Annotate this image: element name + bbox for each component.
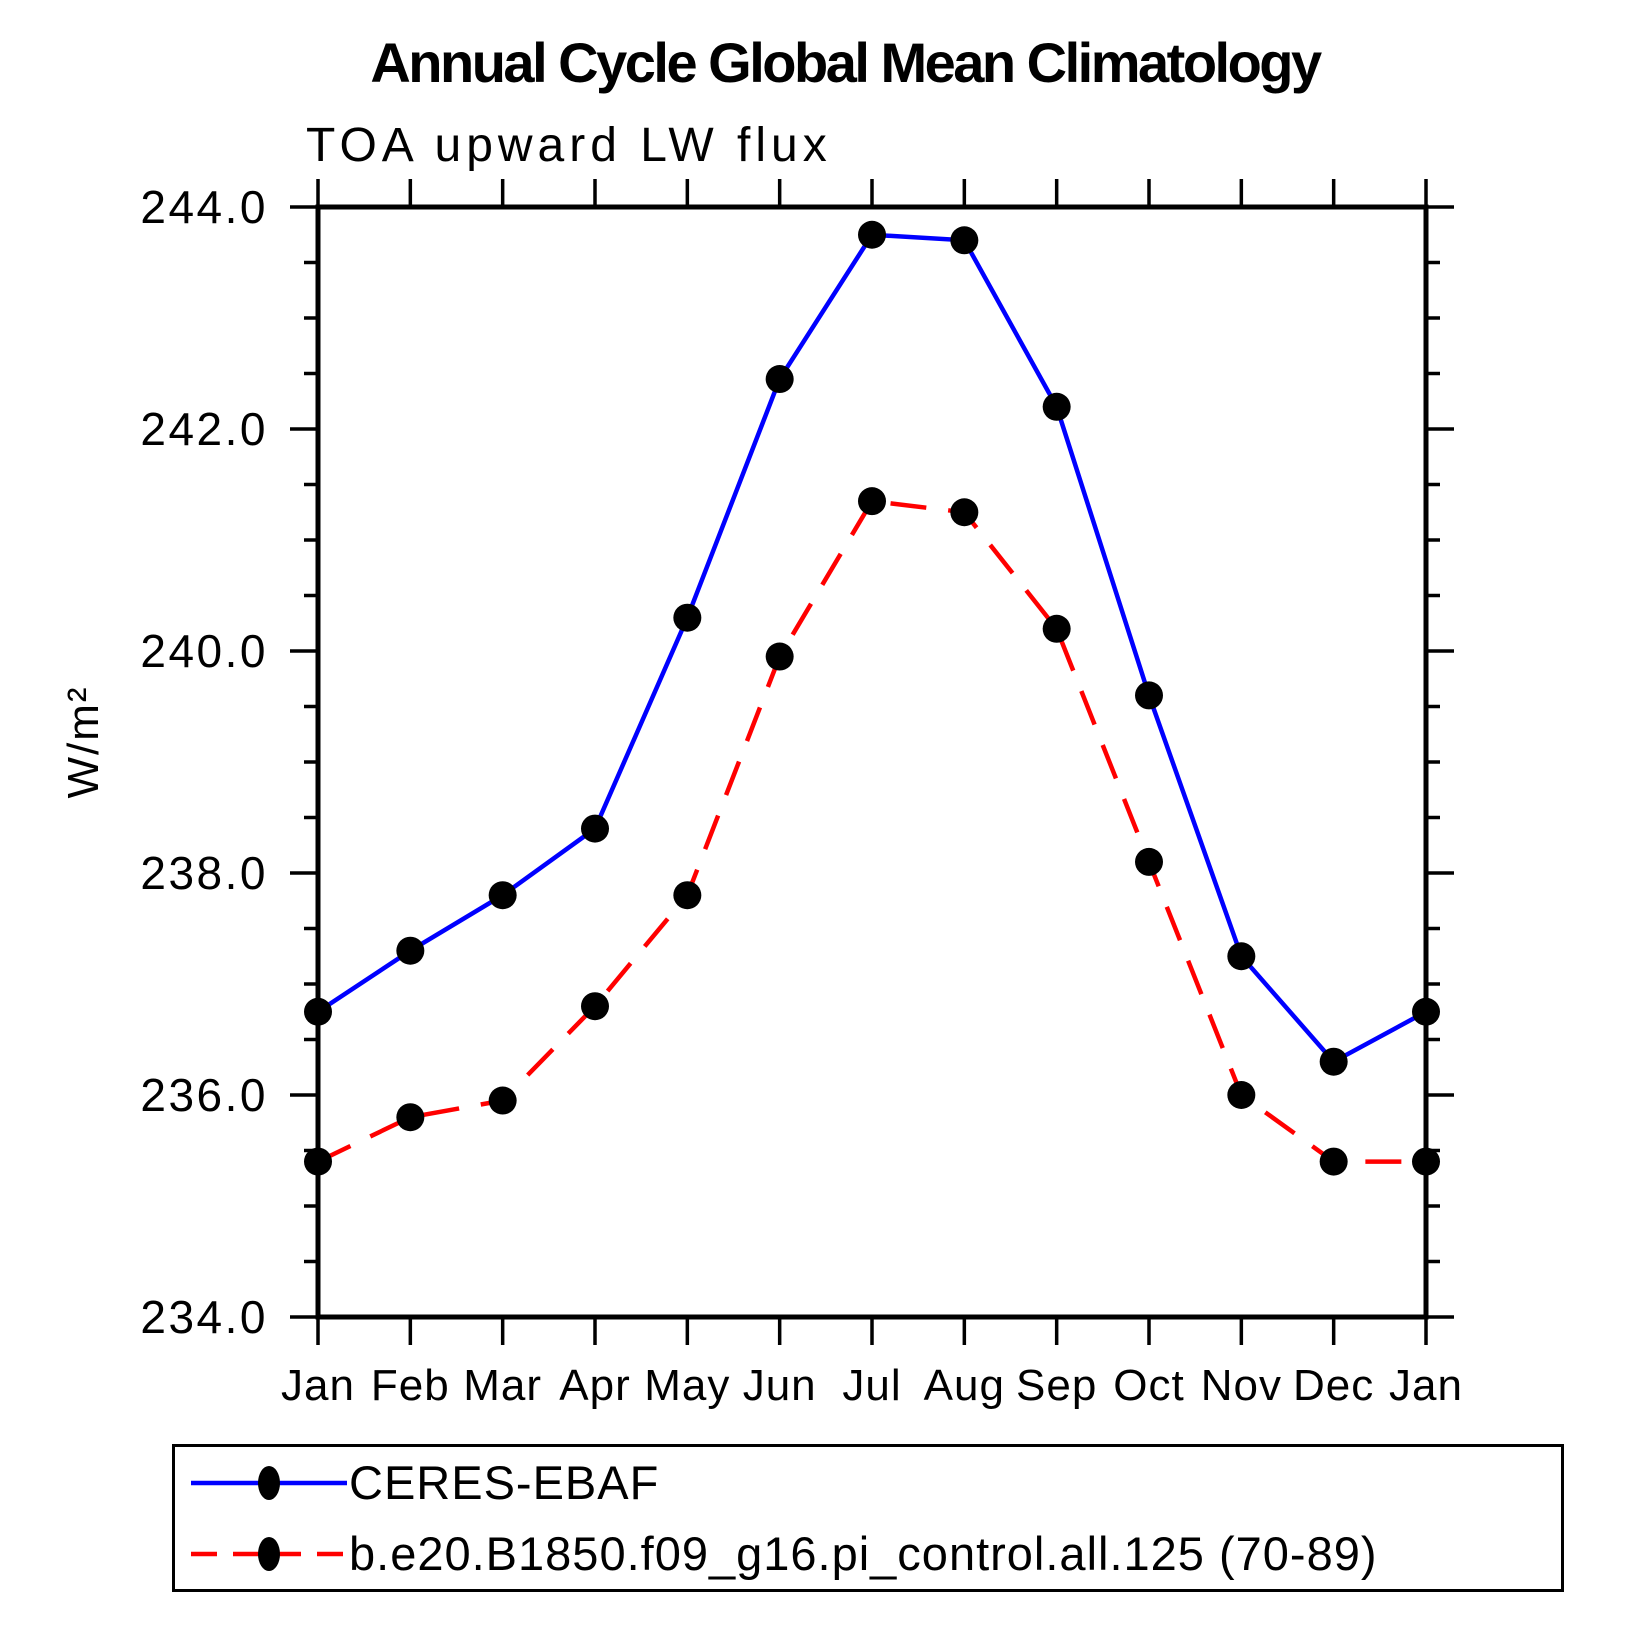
data-point (1227, 1081, 1256, 1109)
series-markers-0 (304, 220, 1440, 1076)
series-line-1 (317, 498, 1426, 1164)
month-label: Aug (924, 1361, 1005, 1410)
month-label: Feb (371, 1361, 450, 1410)
data-point (488, 1086, 517, 1115)
data-point (765, 365, 794, 394)
y-tick-label: 238.0 (140, 847, 268, 899)
plot-border (315, 204, 1429, 1320)
y-tick-label: 236.0 (140, 1069, 268, 1121)
data-point (1319, 1147, 1348, 1176)
chart-title: Annual Cycle Global Mean Climatology (370, 31, 1322, 94)
legend-item: CERES-EBAF (175, 1447, 1561, 1518)
series-line-0 (316, 232, 1428, 1065)
month-label: Jun (743, 1361, 817, 1410)
data-point (1135, 847, 1163, 876)
data-point (765, 642, 794, 671)
month-label: Jan (281, 1361, 355, 1410)
chart-subtitle: TOA upward LW flux (306, 119, 832, 172)
month-label: Oct (1113, 1361, 1184, 1410)
data-point (1227, 942, 1256, 971)
y-tick-label: 234.0 (140, 1291, 268, 1343)
month-label: Nov (1201, 1361, 1282, 1410)
legend-item: b.e20.B1850.f09_g16.pi_control.all.125 (… (175, 1518, 1561, 1589)
month-label: Jul (842, 1361, 901, 1410)
data-point (1319, 1047, 1348, 1076)
data-point (950, 226, 979, 255)
month-label: Mar (463, 1361, 542, 1410)
y-tick-label: 244.0 (140, 181, 268, 233)
y-axis-ticks: 234.0 236.0 238.0 240.0 242.0 244.0 (140, 181, 1454, 1343)
data-point (1135, 681, 1163, 710)
legend-label: CERES-EBAF (349, 1456, 660, 1509)
y-tick-label: 242.0 (140, 403, 268, 455)
month-label: Sep (1016, 1361, 1097, 1410)
legend-label: b.e20.B1850.f09_g16.pi_control.all.125 (… (349, 1527, 1378, 1580)
month-label: Dec (1293, 1361, 1374, 1410)
y-tick-label: 240.0 (140, 625, 268, 677)
data-point (581, 814, 609, 843)
data-point (673, 881, 702, 910)
data-point (488, 881, 517, 910)
data-point (858, 220, 886, 249)
month-label: May (644, 1361, 730, 1410)
data-point (1042, 614, 1071, 643)
data-point (1042, 392, 1071, 421)
legend-marker-icon (258, 1536, 280, 1571)
data-point (950, 498, 979, 527)
series-markers-1 (304, 487, 1440, 1176)
legend: CERES-EBAF b.e20.B1850.f09_g16.pi_control… (172, 1444, 1564, 1592)
legend-sample-solid-line (191, 1465, 347, 1500)
data-point (396, 936, 425, 965)
x-axis-labels: Jan Feb Mar Apr May Jun Jul Aug Sep Oct Nov Dec Jan (281, 1361, 1463, 1410)
legend-marker-icon (258, 1465, 280, 1500)
x-axis-ticks (316, 179, 1428, 1345)
data-point (581, 992, 609, 1021)
data-point (673, 603, 702, 632)
data-point (396, 1103, 425, 1132)
month-label: Jan (1389, 1361, 1463, 1410)
legend-sample-dashed-line (191, 1536, 347, 1571)
month-label: Apr (559, 1361, 630, 1410)
data-point (858, 487, 886, 516)
